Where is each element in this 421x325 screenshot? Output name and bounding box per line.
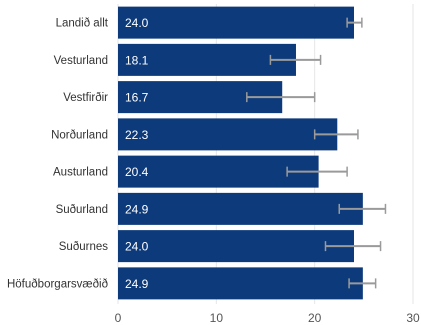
bar[interactable]: [118, 6, 354, 39]
bar[interactable]: [118, 267, 363, 300]
bar[interactable]: [118, 43, 296, 76]
value-label: 24.9: [125, 202, 149, 216]
category-label: Höfuðborgarsvæðið: [7, 278, 108, 290]
category-label: Vesturland: [54, 55, 108, 67]
value-label: 24.9: [125, 277, 149, 291]
value-label: 22.3: [125, 128, 149, 142]
x-axis-ticks: 0 10 20 30: [115, 311, 420, 325]
x-tick-label: 0: [115, 311, 122, 325]
value-label: 20.4: [125, 165, 149, 179]
category-label: Vestfirðir: [63, 92, 108, 104]
bar[interactable]: [118, 155, 319, 188]
value-label: 16.7: [125, 91, 149, 105]
bar[interactable]: [118, 230, 354, 263]
category-label: Suðurnes: [59, 241, 108, 253]
x-tick-label: 30: [406, 311, 420, 325]
category-label: Austurland: [53, 167, 108, 179]
bar[interactable]: [118, 118, 338, 151]
x-tick-label: 20: [308, 311, 322, 325]
category-label: Norðurland: [51, 129, 108, 141]
category-labels: Landið allt Vesturland Vestfirðir Norðurlan…: [7, 18, 109, 291]
category-label: Landið allt: [56, 18, 109, 30]
bar[interactable]: [118, 192, 363, 225]
bars: 24.0 18.1 16.7 22.3 20.4 24.9 24.0 24.9: [118, 6, 387, 300]
value-label: 24.0: [125, 240, 149, 254]
x-tick-label: 10: [210, 311, 224, 325]
value-label: 18.1: [125, 53, 149, 67]
value-label: 24.0: [125, 16, 149, 30]
category-label: Suðurland: [56, 204, 108, 216]
